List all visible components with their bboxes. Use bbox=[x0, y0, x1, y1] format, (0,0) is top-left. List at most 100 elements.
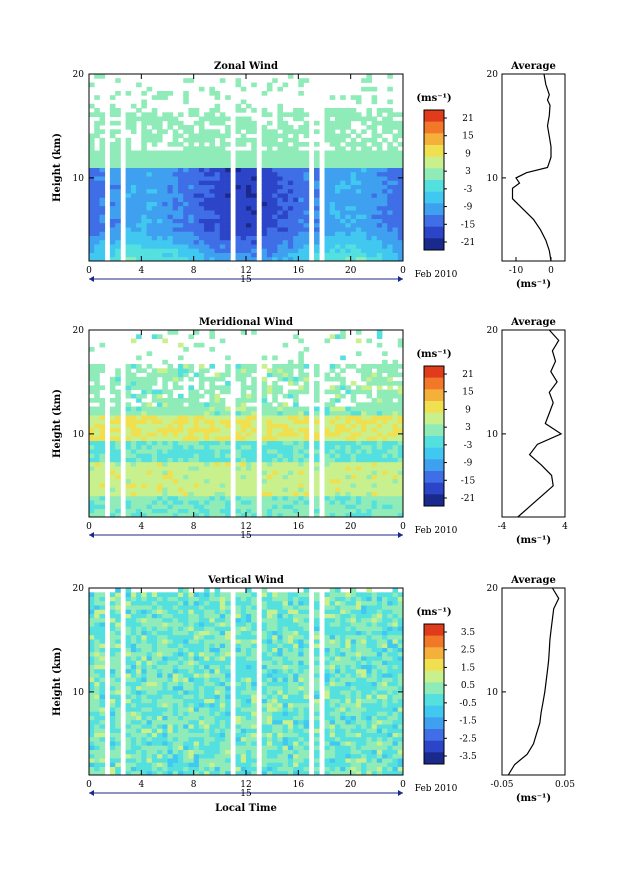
heatmap-cell bbox=[329, 239, 336, 245]
heatmap-cell bbox=[366, 385, 372, 390]
heatmap-cell bbox=[188, 466, 194, 471]
heatmap-cell bbox=[109, 600, 116, 606]
heatmap-cell bbox=[115, 483, 121, 488]
heatmap-cell bbox=[204, 440, 210, 446]
heatmap-cell bbox=[178, 193, 184, 198]
heatmap-cell bbox=[130, 702, 137, 708]
heatmap-cell bbox=[303, 184, 310, 190]
heatmap-cell bbox=[382, 176, 388, 181]
heatmap-cell bbox=[287, 214, 294, 219]
heatmap-cell bbox=[355, 150, 362, 156]
heatmap-cell bbox=[335, 235, 341, 241]
heatmap-cell bbox=[109, 643, 116, 648]
heatmap-cell bbox=[193, 634, 200, 640]
heatmap-cell bbox=[361, 188, 367, 194]
heatmap-cell bbox=[282, 137, 289, 143]
heatmap-cell bbox=[282, 244, 289, 249]
heatmap-cell bbox=[324, 235, 331, 241]
heatmap-cell bbox=[188, 248, 194, 253]
heatmap-cell bbox=[146, 766, 153, 772]
heatmap-cell bbox=[99, 142, 106, 147]
heatmap-cell bbox=[335, 444, 341, 450]
heatmap-cell bbox=[193, 724, 200, 729]
heatmap-cell bbox=[340, 171, 346, 177]
heatmap-cell bbox=[99, 758, 106, 763]
heatmap-cell bbox=[94, 626, 100, 631]
heatmap-cell bbox=[397, 252, 404, 258]
heatmap-cell bbox=[115, 376, 121, 382]
heatmap-cell bbox=[293, 415, 299, 420]
heatmap-cell bbox=[355, 385, 362, 390]
heatmap-cell bbox=[109, 256, 116, 262]
heatmap-cell bbox=[94, 385, 100, 390]
heatmap-cell bbox=[225, 707, 231, 712]
heatmap-cell bbox=[293, 461, 299, 467]
heatmap-cell bbox=[345, 466, 351, 471]
heatmap-cell bbox=[298, 355, 304, 361]
heatmap-cell bbox=[240, 715, 247, 721]
heatmap-cell bbox=[115, 466, 121, 471]
heatmap-cell bbox=[125, 427, 132, 433]
colorbar-swatch bbox=[424, 238, 444, 251]
heatmap-cell bbox=[350, 491, 357, 497]
heatmap-cell bbox=[115, 753, 121, 759]
heatmap-cell bbox=[178, 406, 184, 412]
heatmap-cell bbox=[314, 244, 320, 249]
heatmap-cell bbox=[183, 483, 189, 488]
heatmap-cell bbox=[157, 660, 163, 665]
heatmap-cell bbox=[397, 364, 404, 369]
heatmap-cell bbox=[198, 673, 205, 678]
heatmap-cell bbox=[94, 643, 100, 648]
heatmap-cell bbox=[272, 171, 278, 177]
heatmap-cell bbox=[99, 419, 106, 424]
heatmap-cell bbox=[130, 103, 137, 109]
heatmap-cell bbox=[94, 478, 100, 484]
heatmap-cell bbox=[151, 673, 158, 678]
heatmap-cell bbox=[225, 736, 231, 742]
heatmap-cell bbox=[314, 368, 320, 373]
heatmap-cell bbox=[225, 133, 231, 139]
heatmap-cell bbox=[209, 749, 215, 755]
heatmap-cell bbox=[303, 512, 310, 518]
heatmap-cell bbox=[89, 702, 95, 708]
heatmap-cell bbox=[293, 495, 299, 501]
heatmap-cell bbox=[172, 630, 179, 636]
heatmap-cell bbox=[225, 660, 231, 665]
heatmap-cell bbox=[361, 415, 367, 420]
heatmap-cell bbox=[151, 600, 158, 606]
heatmap-cell bbox=[282, 406, 289, 412]
heatmap-cell bbox=[272, 188, 278, 194]
heatmap-cell bbox=[115, 197, 121, 202]
heatmap-cell bbox=[94, 154, 100, 160]
heatmap-cell bbox=[172, 368, 179, 373]
heatmap-cell bbox=[209, 660, 215, 665]
heatmap-cell bbox=[376, 180, 383, 185]
heatmap-cell bbox=[204, 248, 210, 253]
heatmap-cell bbox=[193, 180, 200, 185]
heatmap-cell bbox=[225, 745, 231, 750]
heatmap-cell bbox=[178, 231, 184, 236]
heatmap-cell bbox=[198, 504, 205, 509]
heatmap-cell bbox=[89, 103, 95, 109]
heatmap-cell bbox=[188, 698, 194, 704]
heatmap-cell bbox=[382, 214, 388, 219]
heatmap-cell bbox=[178, 436, 184, 441]
heatmap-cell bbox=[157, 256, 163, 262]
heatmap-cell bbox=[125, 617, 132, 623]
heatmap-cell bbox=[382, 504, 388, 509]
heatmap-cell bbox=[146, 673, 153, 678]
heatmap-cell bbox=[183, 171, 189, 177]
heatmap-cell bbox=[172, 205, 179, 211]
heatmap-cell bbox=[172, 470, 179, 475]
heatmap-cell bbox=[151, 125, 158, 130]
heatmap-cell bbox=[214, 741, 221, 746]
heatmap-cell bbox=[219, 231, 226, 236]
heatmap-cell bbox=[235, 474, 242, 480]
heatmap-cell bbox=[219, 770, 226, 776]
heatmap-cell bbox=[193, 770, 200, 776]
heatmap-cell bbox=[157, 193, 163, 198]
heatmap-cell bbox=[350, 180, 357, 185]
heatmap-cell bbox=[188, 368, 194, 373]
heatmap-cell bbox=[115, 432, 121, 437]
heatmap-cell bbox=[136, 440, 142, 446]
